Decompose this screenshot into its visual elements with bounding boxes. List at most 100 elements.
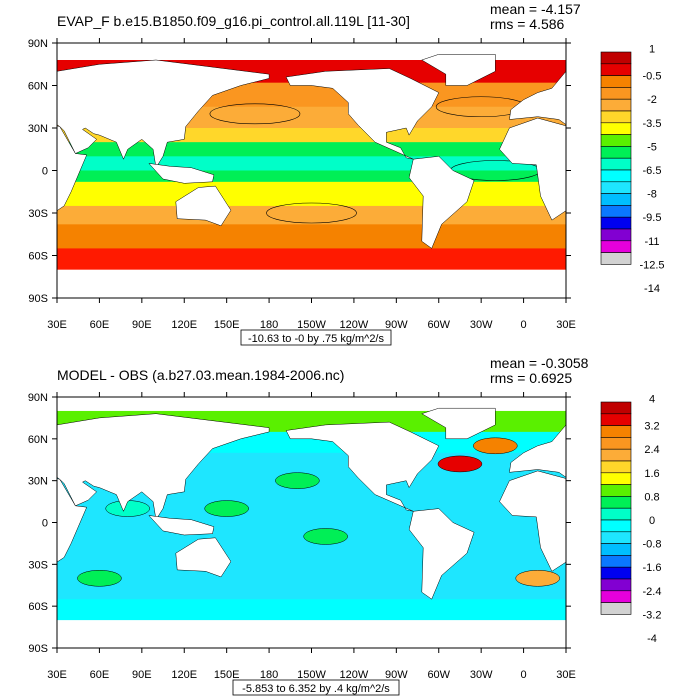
colorbar-label: -11 xyxy=(644,236,659,248)
colorbar-box xyxy=(600,63,632,76)
range-label: -10.63 to -0 by .75 kg/m^2/s xyxy=(248,333,385,345)
colorbar-label: -5 xyxy=(647,141,657,153)
colorbar-box xyxy=(600,401,632,415)
lon-tick-label: 30E xyxy=(556,319,576,331)
range-box xyxy=(232,679,400,696)
lon-tick-label: 60E xyxy=(90,669,110,681)
landmass-indonesia xyxy=(148,163,215,184)
lat-tick-label: 60S xyxy=(28,251,48,263)
lon-tick-label: 30E xyxy=(556,669,576,681)
colorbar-box xyxy=(600,110,632,124)
colorbar-label: 1.6 xyxy=(644,468,659,480)
landmass-australia xyxy=(685,538,700,577)
lon-tick-label: 90E xyxy=(132,319,152,331)
landmass-africa xyxy=(499,117,566,221)
axis-ticks: 90N 60N 30N 0 30S 60S 90S 30E 60E 90E 120E 150E 180 1… xyxy=(28,38,576,331)
colorbar-box xyxy=(600,216,632,230)
lon-tick-label: 90W xyxy=(385,669,408,681)
lon-tick-label: 60W xyxy=(427,319,450,331)
colorbar-box xyxy=(600,169,632,183)
lat-tick-label: 30N xyxy=(28,123,48,135)
lat-tick-label: 30S xyxy=(28,208,48,220)
rms-value: rms = 4.586 xyxy=(490,16,565,32)
colorbar-label: -2.4 xyxy=(643,586,662,598)
lon-tick-label: 60E xyxy=(90,319,110,331)
landmass-indonesia xyxy=(148,515,215,536)
colorbar-label: 4 xyxy=(649,393,655,405)
contour-line xyxy=(266,202,357,224)
colorbar-box xyxy=(600,484,632,497)
field-band xyxy=(57,181,566,207)
colorbar-box xyxy=(600,555,632,568)
landmass-africa xyxy=(57,125,88,211)
colorbar-box xyxy=(600,472,632,485)
lat-tick-label: 90N xyxy=(28,392,48,404)
field-band xyxy=(57,397,566,412)
colorbar-label: 3.2 xyxy=(644,421,659,433)
lon-tick-label: 0 xyxy=(521,319,527,331)
colorbar-label: -2 xyxy=(647,94,657,106)
colorbar-box xyxy=(600,507,632,521)
field-band xyxy=(57,620,566,648)
colorbar-box xyxy=(600,448,632,462)
field-anomaly xyxy=(275,472,320,489)
colorbar-label: -4 xyxy=(647,633,657,645)
lon-tick-label: 30W xyxy=(470,319,493,331)
lon-tick-label: 120E xyxy=(171,669,197,681)
colorbar-box xyxy=(600,425,632,438)
colorbar-box xyxy=(600,531,632,544)
colorbar-label: -12.5 xyxy=(639,259,664,271)
field-anomaly xyxy=(303,528,348,545)
colorbar: 4 3.2 2.4 1.6 0.8 0 -0.8 -1.6 -2.4 -3.2 -4 xyxy=(600,393,662,645)
landmass-greenland xyxy=(421,407,496,440)
contour-line xyxy=(0,97,17,117)
colorbar-box xyxy=(600,578,632,592)
lat-tick-label: 0 xyxy=(42,166,48,178)
colorbar-box xyxy=(600,146,632,159)
landmass-indonesia xyxy=(658,163,700,183)
landmass-namerica xyxy=(285,421,440,512)
lat-tick-label: 30N xyxy=(28,476,48,488)
colorbar-label: -9.5 xyxy=(643,212,662,224)
colorbar-box xyxy=(600,460,632,474)
lat-tick-label: 60S xyxy=(28,601,48,613)
colorbar-box xyxy=(600,122,632,135)
lon-tick-label: 150W xyxy=(297,669,326,681)
colorbar-box xyxy=(600,252,632,265)
plot-title: MODEL - OBS (a.b27.03.mean.1984-2006.nc) xyxy=(57,367,344,383)
plot-title: EVAP_F b.e15.B1850.f09_g16.pi_control.al… xyxy=(57,13,410,29)
field-anomaly xyxy=(204,500,249,517)
colorbar-box xyxy=(600,590,632,603)
lon-tick-label: 150E xyxy=(214,319,240,331)
colorbar-label: -0.5 xyxy=(643,71,662,83)
lat-tick-label: 90S xyxy=(28,643,48,655)
colorbar-box xyxy=(600,413,632,426)
colorbar-box xyxy=(600,240,632,253)
colorbar-box xyxy=(600,75,632,88)
lat-tick-label: 90N xyxy=(28,38,48,50)
field-anomaly xyxy=(473,437,518,455)
contour-line xyxy=(209,103,301,125)
rms-value: rms = 0.6925 xyxy=(490,370,572,386)
colorbar-label: -6.5 xyxy=(643,165,662,177)
colorbar-box xyxy=(600,543,632,556)
colorbar-box xyxy=(600,205,632,218)
plot-evap: EVAP_F b.e15.B1850.f09_g16.pi_control.al… xyxy=(0,1,700,346)
colorbar-box xyxy=(600,98,632,112)
landmass-africa xyxy=(499,470,566,572)
field-band xyxy=(57,205,566,225)
lon-tick-label: 120E xyxy=(171,319,197,331)
colorbar-label: 2.4 xyxy=(644,444,659,456)
landmass-eurasia xyxy=(57,413,270,521)
colorbar-label: 1 xyxy=(649,43,655,55)
lat-tick-label: 60N xyxy=(28,81,48,93)
field-band xyxy=(57,224,566,249)
landmass-australia xyxy=(175,537,232,578)
range-box xyxy=(240,329,392,346)
field-anomaly xyxy=(105,500,150,517)
lon-tick-label: 180 xyxy=(260,669,278,681)
contour-line xyxy=(0,161,31,181)
colorbar-box xyxy=(600,228,632,242)
field-band xyxy=(57,269,566,298)
